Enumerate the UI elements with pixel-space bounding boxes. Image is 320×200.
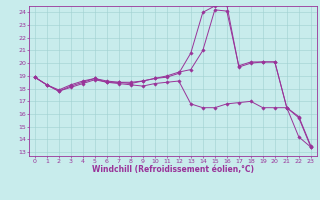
X-axis label: Windchill (Refroidissement éolien,°C): Windchill (Refroidissement éolien,°C) xyxy=(92,165,254,174)
